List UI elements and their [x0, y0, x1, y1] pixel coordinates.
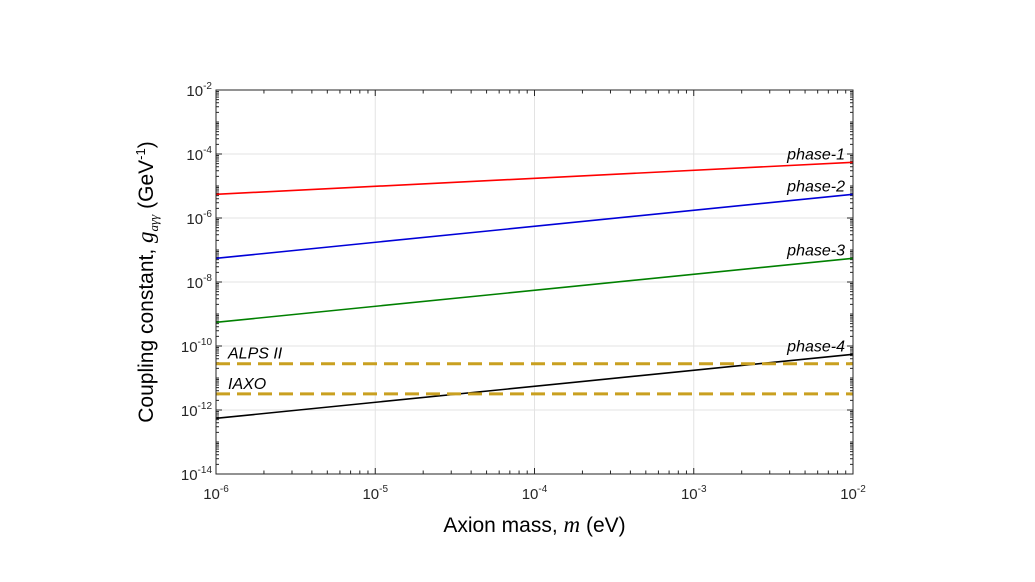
- x-tick-label: 10-6: [203, 484, 229, 503]
- series-label-phase-4: phase-4: [786, 338, 845, 355]
- svg-text:Coupling constant, gaγγ (GeV-1: Coupling constant, gaγγ (GeV-1): [133, 141, 161, 422]
- series-labels: phase-1 phase-2 phase-3 phase-4 ALPS II IAXO: [227, 146, 845, 393]
- series-label-phase-2: phase-2: [786, 178, 845, 195]
- y-tick-label: 10-6: [186, 209, 212, 228]
- series-label-phase-3: phase-3: [786, 242, 845, 259]
- x-tick-label: 10-2: [840, 484, 866, 503]
- series-label-phase-1: phase-1: [786, 146, 845, 163]
- y-tick-label: 10-4: [186, 145, 212, 164]
- y-tick-label: 10-12: [181, 401, 213, 420]
- series-label-iaxo: IAXO: [228, 376, 266, 393]
- tick-labels: 10-6 10-5 10-4 10-3 10-2 10-14 10-12 10-10 10-8 1…: [181, 81, 866, 503]
- x-axis-label: Axion mass, m (eV): [443, 512, 625, 537]
- y-tick-label: 10-10: [181, 337, 213, 356]
- x-tick-label: 10-5: [362, 484, 388, 503]
- y-axis-label: Coupling constant, gaγγ (GeV-1): [133, 141, 161, 422]
- series-line-phase-1: [215, 161, 854, 196]
- series-line-phase-2: [215, 193, 854, 260]
- series-lines: [215, 161, 854, 420]
- series-label-alps-ii: ALPS II: [227, 346, 283, 363]
- x-tick-label: 10-3: [681, 484, 707, 503]
- plot-frame: [215, 89, 854, 475]
- y-tick-label: 10-8: [186, 273, 212, 292]
- series-line-phase-3: [215, 257, 854, 324]
- y-tick-label: 10-2: [186, 81, 212, 100]
- x-tick-label: 10-4: [522, 484, 548, 503]
- y-tick-label: 10-14: [181, 465, 213, 484]
